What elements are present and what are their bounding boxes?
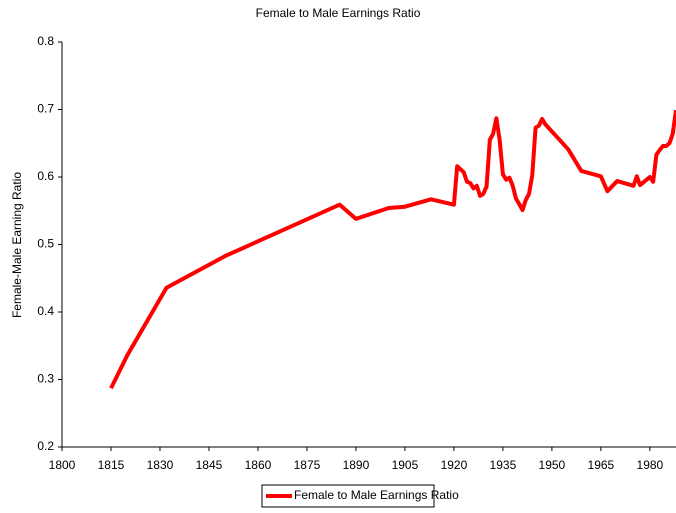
y-tick-label: 0.8 [37,34,54,48]
chart-title: Female to Male Earnings Ratio [256,6,421,20]
y-tick-label: 0.4 [37,304,54,318]
x-tick-label: 1950 [539,458,566,472]
y-tick-label: 0.3 [37,372,54,386]
x-tick-label: 1920 [441,458,468,472]
legend-label: Female to Male Earnings Ratio [294,488,459,502]
x-tick-label: 1815 [98,458,125,472]
x-tick-label: 1890 [343,458,370,472]
x-tick-label: 1965 [588,458,615,472]
data-line [109,109,676,390]
x-tick-label: 1875 [294,458,321,472]
y-tick-label: 0.5 [37,237,54,251]
x-tick-label: 1980 [637,458,664,472]
x-tick-label: 1860 [245,458,272,472]
x-tick-label: 1905 [392,458,419,472]
y-tick-label: 0.2 [37,439,54,453]
y-tick-label: 0.7 [37,102,54,116]
x-tick-label: 1845 [196,458,223,472]
y-tick-label: 0.6 [37,169,54,183]
y-axis-label: Female-Male Earning Ratio [10,172,24,318]
x-tick-label: 1800 [49,458,76,472]
legend-box [261,484,435,508]
x-tick-label: 1935 [490,458,517,472]
x-tick-label: 1830 [147,458,174,472]
